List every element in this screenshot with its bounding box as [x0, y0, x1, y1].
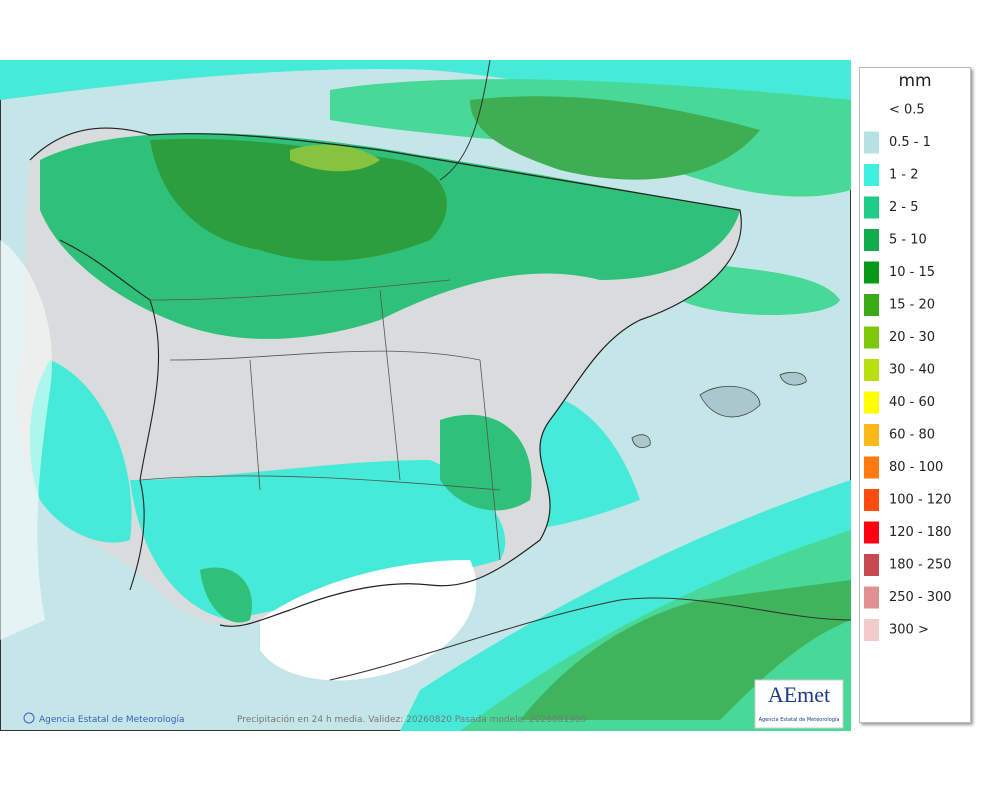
- island-menorca: [779, 371, 807, 386]
- legend-label: 10 - 15: [889, 265, 935, 280]
- land-rain-west: [29, 360, 132, 543]
- legend-label: 5 - 10: [889, 233, 927, 248]
- legend-label: 15 - 20: [889, 298, 935, 313]
- legend-label: 1 - 2: [889, 168, 919, 183]
- legend-swatch: [864, 196, 879, 219]
- caption: Precipitación en 24 h media. Validez: 20…: [237, 714, 587, 725]
- legend-swatch: [864, 424, 879, 446]
- sea-rain-north: [0, 60, 851, 130]
- credit: Agencia Estatal de Meteorología: [39, 715, 185, 725]
- land-africa: [260, 560, 477, 681]
- copyright-icon: [23, 712, 35, 724]
- other-borders: [329, 60, 851, 681]
- legend-swatch: [864, 229, 879, 251]
- map: Agencia Estatal de Meteorología Precipit…: [0, 60, 851, 731]
- legend-swatch: [864, 294, 879, 316]
- legend-label: 30 - 40: [889, 363, 935, 378]
- legend-label: 100 - 120: [889, 493, 952, 508]
- land-heavy-north: [150, 139, 447, 261]
- legend-swatch: [864, 261, 879, 284]
- legend-swatch: [864, 489, 879, 511]
- land-rain-levante: [440, 414, 532, 511]
- legend-label: 60 - 80: [889, 428, 935, 443]
- sea-heavy: [470, 96, 760, 180]
- sea-rain-med: [680, 260, 840, 315]
- border-portugal: [59, 239, 160, 591]
- logo-box: [754, 679, 844, 729]
- legend-swatch: [864, 391, 879, 414]
- logo: AEmet: [768, 682, 830, 707]
- island-ibiza: [631, 434, 651, 449]
- legend-label: 20 - 30: [889, 330, 935, 345]
- legend-swatch: [864, 586, 879, 609]
- island-mallorca: [699, 385, 761, 418]
- logo-subtitle: Agencia Estatal de Meteorología: [759, 716, 840, 723]
- legend-title: mm: [898, 71, 931, 91]
- legend-swatch: [864, 521, 879, 544]
- legend-swatch: [864, 359, 879, 381]
- legend-swatch: [864, 326, 879, 349]
- legend: mm < 0.5 0.5 - 1 1 - 2 2 - 5 5 - 10 10 - 15 15…: [859, 67, 971, 723]
- legend-label: 120 - 180: [889, 525, 952, 540]
- legend-swatch: [864, 554, 879, 576]
- legend-swatch: [864, 456, 879, 479]
- coastline: [29, 127, 742, 627]
- legend-label: 2 - 5: [889, 200, 919, 215]
- legend-label: 0.5 - 1: [889, 135, 931, 150]
- land-rain-andalusia: [200, 567, 252, 623]
- legend-label: 180 - 250: [889, 558, 952, 573]
- legend-swatch: [864, 619, 879, 641]
- legend-label: 80 - 100: [889, 460, 943, 475]
- legend-swatch: [864, 164, 879, 186]
- legend-swatch: [864, 131, 879, 154]
- legend-label: < 0.5: [889, 103, 925, 118]
- legend-label: 300 >: [889, 623, 929, 638]
- legend-label: 40 - 60: [889, 395, 935, 410]
- sea-heavy-south: [520, 580, 851, 720]
- region-borders: [139, 279, 501, 561]
- land-portugal-coast: [0, 240, 52, 640]
- legend-label: 250 - 300: [889, 590, 952, 605]
- land-max-north: [290, 144, 380, 172]
